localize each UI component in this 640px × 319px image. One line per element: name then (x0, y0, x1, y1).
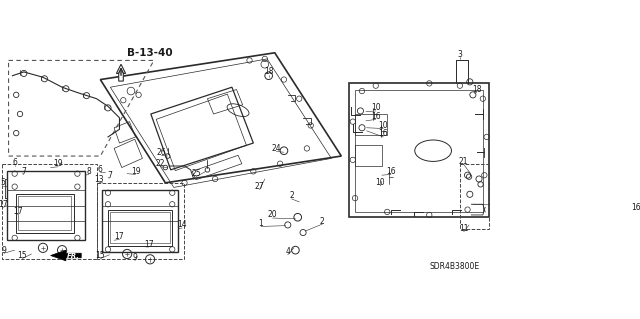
Text: 18: 18 (264, 67, 273, 77)
Text: 6: 6 (12, 158, 17, 167)
Text: 22: 22 (156, 159, 164, 168)
Text: 19: 19 (54, 159, 63, 168)
Text: 13: 13 (94, 174, 104, 183)
Text: B-13-40: B-13-40 (127, 48, 173, 58)
Text: 9: 9 (132, 253, 137, 262)
Text: 10: 10 (376, 178, 385, 187)
Text: 16: 16 (386, 167, 396, 176)
Text: 15: 15 (17, 251, 27, 260)
Text: 20: 20 (268, 211, 277, 219)
Text: 3: 3 (458, 50, 462, 59)
Polygon shape (116, 64, 125, 81)
Text: 2: 2 (289, 191, 294, 200)
Text: 1: 1 (259, 219, 264, 228)
Text: 18: 18 (472, 85, 481, 94)
Text: 21: 21 (459, 157, 468, 166)
Polygon shape (51, 250, 81, 261)
Text: 24: 24 (271, 144, 281, 153)
Text: 5: 5 (1, 178, 6, 187)
Text: 10: 10 (371, 103, 381, 112)
Text: FR.: FR. (67, 253, 80, 258)
Text: 15: 15 (95, 251, 105, 260)
Text: 2: 2 (320, 217, 324, 226)
Text: 7: 7 (107, 171, 112, 180)
Text: 9: 9 (1, 246, 6, 255)
Text: 26: 26 (157, 148, 166, 157)
Text: 19: 19 (131, 167, 140, 176)
Text: 17: 17 (144, 240, 154, 249)
Text: 14: 14 (177, 220, 187, 229)
Text: 17: 17 (0, 200, 8, 209)
Text: SDR4B3800E: SDR4B3800E (429, 263, 479, 271)
Text: 10: 10 (379, 121, 388, 130)
Text: 11: 11 (459, 224, 468, 233)
Text: 16: 16 (379, 130, 388, 138)
Text: 8: 8 (86, 167, 92, 176)
Text: 16: 16 (631, 203, 640, 212)
Text: 25: 25 (191, 169, 201, 178)
Text: 6: 6 (98, 165, 103, 174)
Text: 16: 16 (371, 112, 381, 121)
Text: 17: 17 (13, 207, 22, 216)
Text: 4: 4 (285, 247, 290, 256)
Text: 7: 7 (21, 167, 26, 176)
Text: 27: 27 (255, 182, 264, 191)
Text: 17: 17 (115, 232, 124, 241)
